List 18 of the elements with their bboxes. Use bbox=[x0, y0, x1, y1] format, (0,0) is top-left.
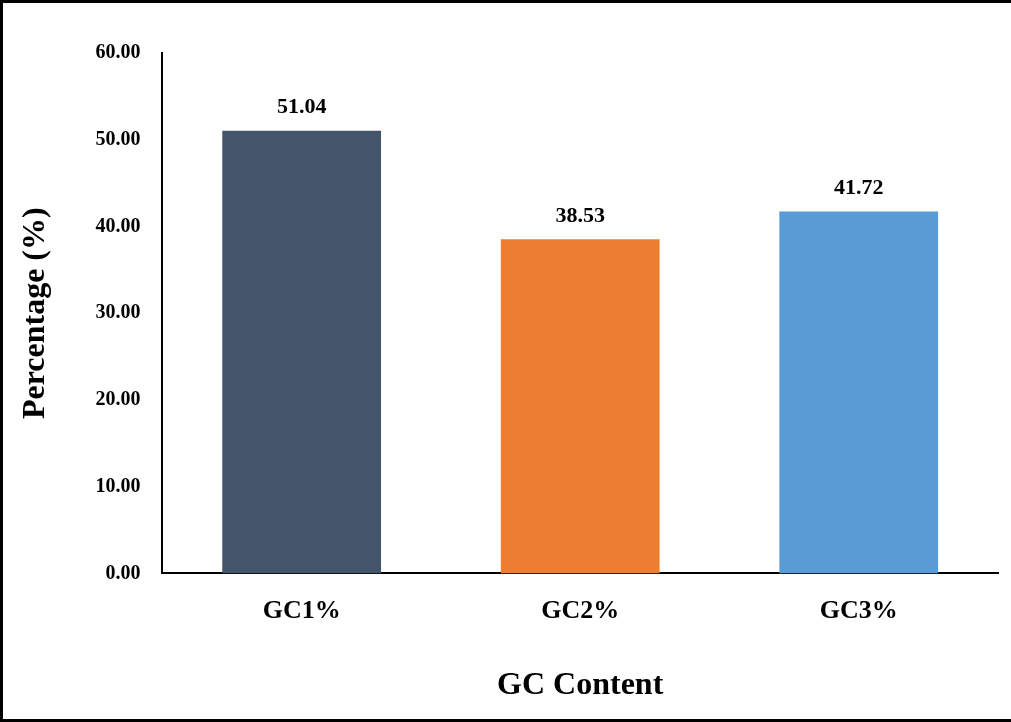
x-tick-label: GC2% bbox=[541, 594, 620, 624]
y-axis-title: Percentage (%) bbox=[15, 207, 52, 420]
y-tick-label: 60.00 bbox=[95, 40, 141, 63]
y-tick-label: 30.00 bbox=[95, 300, 141, 323]
x-axis-title: GC Content bbox=[497, 665, 664, 702]
y-tick-label: 50.00 bbox=[95, 126, 141, 149]
data-label: 38.53 bbox=[555, 201, 605, 227]
bar bbox=[222, 130, 382, 574]
y-tick-label: 10.00 bbox=[95, 473, 141, 496]
y-tick-label: 40.00 bbox=[95, 213, 141, 236]
data-label: 41.72 bbox=[833, 174, 884, 200]
data-label: 51.04 bbox=[276, 93, 327, 119]
x-tick-label: GC1% bbox=[262, 594, 341, 624]
y-tick-label: 0.00 bbox=[105, 560, 141, 583]
bar bbox=[779, 211, 939, 574]
x-tick-label: GC3% bbox=[819, 594, 898, 624]
y-tick-label: 20.00 bbox=[95, 387, 141, 410]
bar bbox=[500, 239, 660, 574]
